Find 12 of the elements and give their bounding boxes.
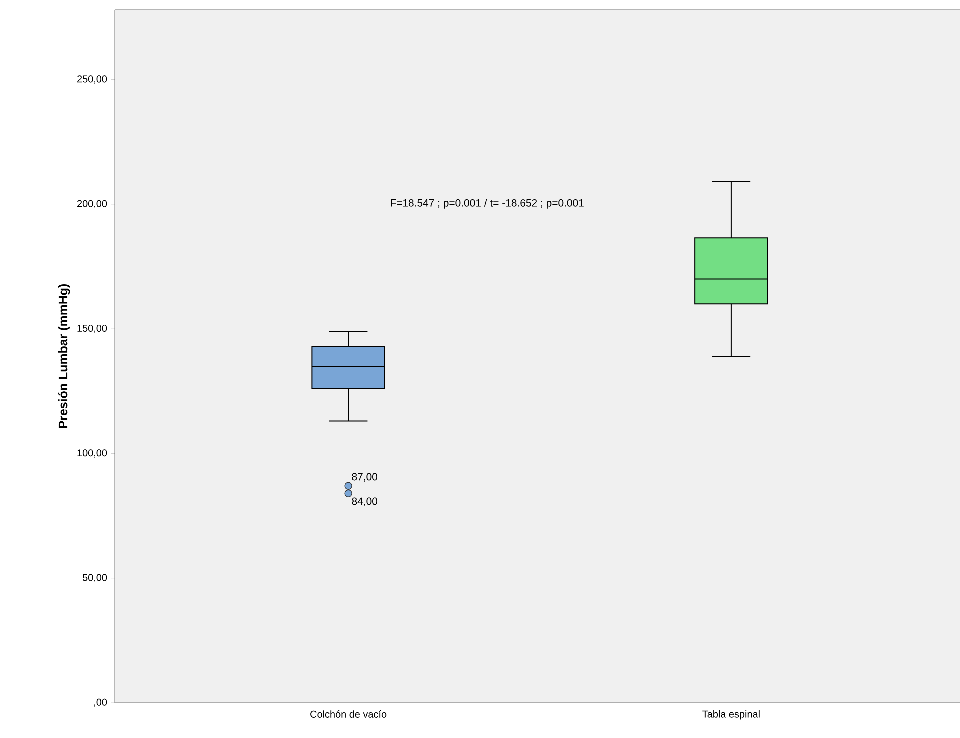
annotation: 84,00	[352, 498, 378, 506]
x-tick-label: Tabla espinal	[702, 710, 760, 720]
annotation: 87,00	[352, 473, 378, 482]
y-tick-label: ,00	[94, 698, 108, 708]
y-tick-label: 200,00	[78, 200, 108, 209]
y-axis-title: Presión Lumbar (mmHg)	[58, 284, 70, 428]
y-tick-label: 100,00	[78, 450, 108, 458]
x-tick-label: Colchón de vacío	[310, 710, 387, 718]
y-tick-label: 150,00	[78, 324, 108, 334]
y-tick-label: 250,00	[78, 76, 108, 84]
y-tick-label: 50,00	[82, 574, 108, 582]
annotation: F=18.547 ; p=0.001 / t= -18.652 ; p=0.001	[391, 199, 584, 209]
